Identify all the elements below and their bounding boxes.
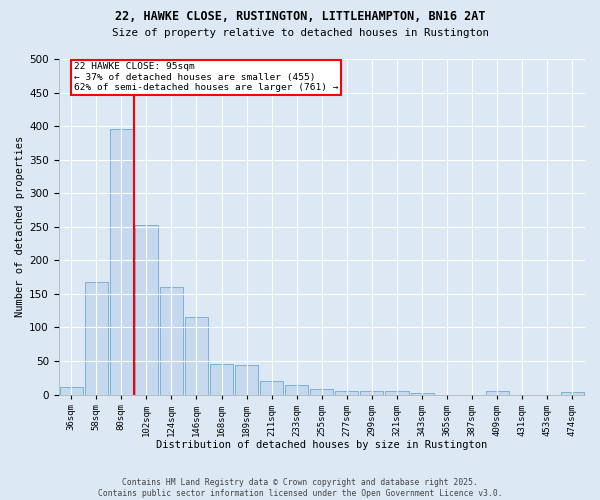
Bar <box>160 287 183 395</box>
Bar <box>135 225 158 394</box>
Text: Size of property relative to detached houses in Rustington: Size of property relative to detached ho… <box>112 28 488 38</box>
Bar <box>486 391 509 394</box>
Bar <box>110 130 133 394</box>
Bar <box>410 392 434 394</box>
Bar <box>361 391 383 394</box>
Text: 22 HAWKE CLOSE: 95sqm
← 37% of detached houses are smaller (455)
62% of semi-det: 22 HAWKE CLOSE: 95sqm ← 37% of detached … <box>74 62 338 92</box>
Bar <box>235 365 258 394</box>
Bar <box>310 388 334 394</box>
Text: 22, HAWKE CLOSE, RUSTINGTON, LITTLEHAMPTON, BN16 2AT: 22, HAWKE CLOSE, RUSTINGTON, LITTLEHAMPT… <box>115 10 485 23</box>
Text: Contains HM Land Registry data © Crown copyright and database right 2025.
Contai: Contains HM Land Registry data © Crown c… <box>98 478 502 498</box>
Bar <box>59 386 83 394</box>
Bar <box>185 318 208 394</box>
Bar <box>210 364 233 394</box>
Bar <box>335 390 358 394</box>
Y-axis label: Number of detached properties: Number of detached properties <box>15 136 25 318</box>
Bar <box>85 282 108 395</box>
Bar <box>285 385 308 394</box>
Bar <box>561 392 584 394</box>
Bar <box>385 391 409 394</box>
X-axis label: Distribution of detached houses by size in Rustington: Distribution of detached houses by size … <box>156 440 487 450</box>
Bar <box>260 381 283 394</box>
